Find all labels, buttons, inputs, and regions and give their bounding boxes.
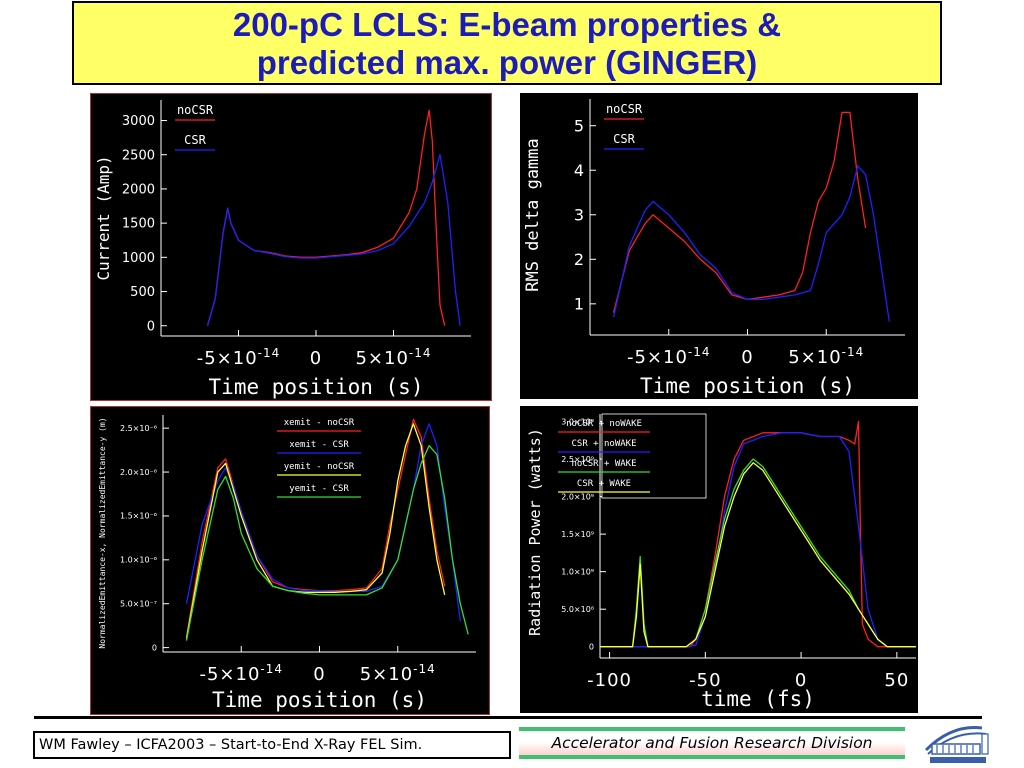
x-axis-label: time (fs) (701, 687, 815, 711)
y-tick-label: 5.0×10⁻⁷ (120, 600, 157, 609)
berkeley-lab-logo (924, 725, 989, 763)
y-axis-label: RMS delta gamma (523, 138, 543, 292)
y-tick-label: 3.0×10⁹ (561, 417, 594, 426)
y-tick-label: 0 (152, 643, 157, 652)
legend-label-nocsr-wake: noCSR + WAKE (571, 459, 636, 469)
y-axis-label: Current (Amp) (94, 155, 113, 280)
y-tick-label: 500 (130, 285, 155, 300)
slide-title-line-2: predicted max. power (GINGER) (256, 44, 758, 81)
y-tick-label: 1 (574, 294, 584, 313)
delta-gamma-chart-panel: 1 2 3 4 5 -5×10-14 0 5×10-14 Time position (s) RM… (520, 93, 918, 399)
y-tick-label: 1000 (122, 251, 155, 266)
y-tick-label: 5 (574, 116, 584, 135)
x-tick-label: 5×10-14 (360, 662, 436, 685)
x-axis-label: Time position (s) (212, 688, 427, 712)
legend-label-xemit-nocsr: xemit - noCSR (284, 418, 355, 428)
x-axis-label: Time position (s) (640, 374, 855, 398)
series-line-xemit-nocsr (185, 418, 446, 638)
legend-label-csr-wake: CSR + WAKE (577, 479, 631, 489)
emittance-chart-panel: 0 5.0×10⁻⁷ 1.0×10⁻⁶ 1.5×10⁻⁶ 2.0×10⁻⁶ 2.5×10⁻… (90, 406, 490, 715)
x-tick-label: -5×10-14 (199, 662, 283, 685)
series-line-nocsr (206, 109, 446, 326)
legend-label-nocsr-nowake: noCSR + noWAKE (566, 419, 642, 429)
legend-box (601, 413, 707, 499)
series-line-csr (206, 154, 461, 326)
y-tick-label: 2 (574, 250, 584, 269)
legend-label-yemit-csr: yemit - CSR (289, 484, 349, 494)
y-tick-label: 1.0×10⁹ (561, 567, 594, 576)
y-tick-label: 2000 (122, 182, 155, 197)
x-tick-label: 50 (884, 670, 909, 691)
y-tick-label: 2.5×10⁻⁶ (120, 424, 157, 433)
series-line-nocsr (612, 111, 867, 313)
y-tick-label: 0 (147, 319, 155, 334)
legend-label-nocsr: noCSR (606, 102, 643, 116)
y-tick-label: 2.0×10⁻⁶ (120, 468, 157, 477)
y-tick-label: 5.0×10⁸ (561, 605, 594, 614)
legend-label-nocsr: noCSR (177, 103, 214, 117)
emittance-chart: 0 5.0×10⁻⁷ 1.0×10⁻⁶ 1.5×10⁻⁶ 2.0×10⁻⁶ 2.5×10⁻… (98, 415, 476, 712)
footer-divider (34, 716, 982, 719)
current-chart: 0 500 1000 1500 2000 2500 3000 -5×10-14 0 5×10-14… (94, 100, 471, 399)
x-tick-label: 5×10-14 (355, 346, 431, 369)
y-axis-label: NormalizedEmittance-x, NormalizedEmittan… (98, 417, 107, 648)
slide-title: 200-pC LCLS: E-beam properties & predict… (72, 1, 942, 85)
legend-label-xemit-csr: xemit - CSR (289, 440, 349, 450)
y-tick-label: 3 (574, 205, 584, 224)
x-tick-label: -100 (587, 670, 632, 691)
x-tick-label: 0 (313, 664, 325, 685)
y-tick-label: 2.0×10⁹ (561, 492, 594, 501)
x-tick-label: 0 (795, 670, 807, 691)
legend-label-yemit-nocsr: yemit - noCSR (284, 462, 355, 472)
radiation-power-chart-panel: 0 5.0×10⁸ 1.0×10⁹ 1.5×10⁹ 2.0×10⁹ 2.5×10⁹ 3.0×… (520, 406, 918, 713)
legend-label-csr: CSR (184, 133, 206, 147)
y-tick-label: 2.5×10⁹ (561, 455, 594, 464)
y-tick-label: 3000 (122, 114, 155, 129)
y-tick-label: 2500 (122, 148, 155, 163)
radiation-power-chart: 0 5.0×10⁸ 1.0×10⁹ 1.5×10⁹ 2.0×10⁹ 2.5×10⁹ 3.0×… (526, 413, 916, 711)
series-line-yemit-nocsr (185, 423, 446, 639)
current-chart-panel: 0 500 1000 1500 2000 2500 3000 -5×10-14 0 5×10-14… (90, 93, 492, 401)
legend-label-csr-nowake: CSR + noWAKE (571, 439, 636, 449)
y-tick-label: 0 (589, 643, 594, 652)
delta-gamma-chart: 1 2 3 4 5 -5×10-14 0 5×10-14 Time position (s) RM… (523, 99, 905, 398)
y-tick-label: 4 (574, 161, 584, 180)
y-axis-label: Radiation Power (watts) (526, 428, 544, 636)
slide-title-line-1: 200-pC LCLS: E-beam properties & (232, 6, 782, 43)
x-tick-label: -5×10-14 (197, 346, 281, 369)
series-line-yemit-csr (185, 445, 469, 641)
y-tick-label: 1.5×10⁻⁶ (120, 512, 157, 521)
legend-label-csr: CSR (613, 132, 635, 146)
footer-division-banner: Accelerator and Fusion Research Division (519, 727, 905, 759)
x-tick-label: 5×10-14 (788, 345, 864, 368)
x-axis-label: Time position (s) (209, 375, 424, 399)
x-tick-label: 0 (741, 347, 753, 368)
y-tick-label: 1500 (122, 217, 155, 232)
x-tick-label: 0 (310, 348, 322, 369)
footer-author-box: WM Fawley – ICFA2003 – Start-to-End X-Ra… (33, 731, 511, 759)
series-line-csr (612, 165, 890, 322)
y-tick-label: 1.0×10⁻⁶ (120, 556, 157, 565)
y-tick-label: 1.5×10⁹ (561, 530, 594, 539)
series-line-csr-wake (600, 462, 916, 648)
x-tick-label: -50 (689, 670, 721, 691)
x-tick-label: -5×10-14 (627, 345, 711, 368)
